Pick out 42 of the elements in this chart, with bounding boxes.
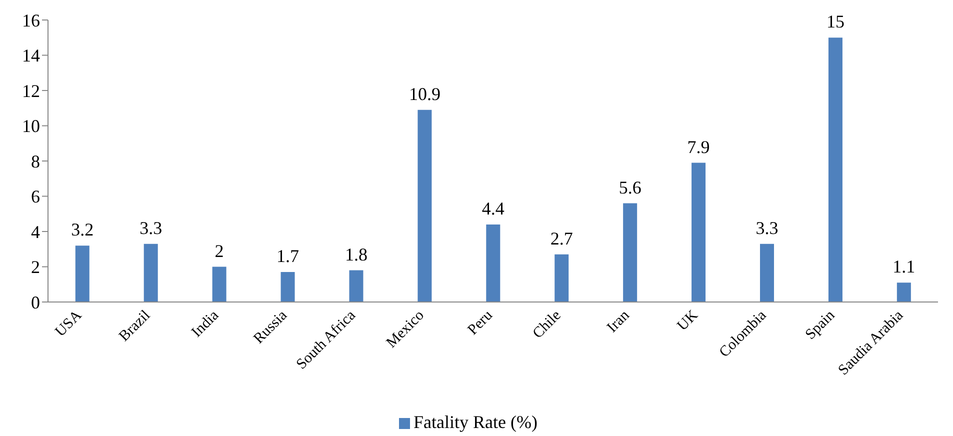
bar bbox=[418, 110, 432, 302]
x-tick-label: Iran bbox=[604, 307, 634, 336]
x-tick-label: India bbox=[188, 307, 222, 341]
y-tick-label: 8 bbox=[31, 151, 40, 172]
bar bbox=[692, 162, 706, 302]
x-tick-label: UK bbox=[674, 307, 702, 334]
y-tick-label: 4 bbox=[31, 222, 40, 242]
data-label: 10.9 bbox=[408, 84, 440, 104]
data-label: 3.2 bbox=[71, 220, 94, 240]
y-tick-label: 0 bbox=[31, 292, 40, 312]
y-tick-label: 14 bbox=[22, 46, 40, 66]
y-tick-label: 6 bbox=[31, 186, 40, 207]
x-tick-label: USA bbox=[52, 307, 86, 340]
bar bbox=[623, 203, 638, 302]
data-label: 2 bbox=[214, 240, 224, 261]
bar bbox=[349, 270, 364, 302]
data-label: 15 bbox=[826, 12, 844, 32]
data-label: 1.8 bbox=[344, 244, 368, 264]
y-tick-label: 2 bbox=[31, 257, 40, 278]
bar bbox=[486, 224, 500, 302]
bar bbox=[144, 244, 158, 302]
y-tick-label: 16 bbox=[22, 10, 40, 30]
bar bbox=[280, 272, 295, 302]
y-tick-label: 12 bbox=[22, 80, 40, 101]
bar bbox=[554, 254, 569, 302]
data-label: 3.3 bbox=[756, 218, 778, 238]
x-tick-label: Chile bbox=[530, 307, 565, 342]
bar bbox=[760, 244, 774, 302]
data-label: 2.7 bbox=[550, 228, 573, 248]
x-tick-label: Peru bbox=[465, 307, 496, 338]
y-tick-label: 10 bbox=[22, 116, 40, 136]
legend-label: Fatality Rate (%) bbox=[414, 412, 538, 432]
bar bbox=[75, 246, 90, 302]
bar bbox=[896, 282, 911, 302]
data-label: 3.3 bbox=[140, 218, 162, 238]
data-label: 7.9 bbox=[687, 136, 710, 157]
bar bbox=[828, 38, 842, 302]
data-label: 5.6 bbox=[618, 177, 642, 198]
bar bbox=[212, 266, 226, 302]
data-label: 1.1 bbox=[892, 256, 916, 277]
data-label: 4.4 bbox=[482, 198, 504, 218]
data-label: 1.7 bbox=[276, 246, 300, 266]
